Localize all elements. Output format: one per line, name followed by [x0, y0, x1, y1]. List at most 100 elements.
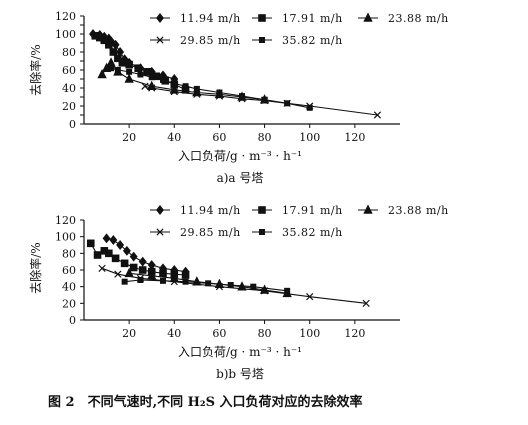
marker-square: [129, 263, 138, 272]
y-tick-label: 100: [55, 28, 76, 41]
x-tick-label: 120: [344, 327, 365, 340]
marker-square-small: [108, 65, 115, 72]
x-axis-title: 入口负荷/g · m⁻³ · h⁻¹: [178, 149, 302, 163]
marker-square: [138, 266, 147, 274]
marker-cross-b: [306, 293, 314, 301]
marker-cross-b: [98, 264, 106, 272]
y-axis-title: 去除率/%: [28, 44, 43, 95]
marker-cross-b: [141, 82, 149, 90]
legend-item: 11.94 m/h: [150, 12, 241, 25]
marker-diamond: [116, 240, 125, 250]
marker-cross-b: [156, 228, 164, 236]
marker-square-small: [137, 71, 144, 78]
marker-cross-b: [193, 90, 201, 98]
marker-cross-b: [156, 36, 164, 44]
x-tick-label: 60: [212, 327, 226, 340]
marker-square-small: [193, 85, 200, 92]
marker-square-small: [284, 100, 291, 107]
marker-diamond: [122, 245, 131, 256]
chart-a: 0 20 40 60 80 100 120 20 40 60 80 100 120 去除率/% 入口负荷/g…: [28, 10, 449, 185]
x-axis-title: 入口负荷/g · m⁻³ · h⁻¹: [178, 345, 302, 359]
legend-item: 17.91 m/h: [252, 204, 343, 217]
legend-label: 11.94 m/h: [180, 204, 241, 217]
legend-item: 29.85 m/h: [150, 34, 241, 47]
series-line: [106, 237, 186, 273]
marker-diamond: [109, 235, 118, 245]
marker-square: [93, 251, 102, 259]
x-tick-label: 80: [258, 131, 272, 144]
marker-square: [105, 249, 113, 258]
x-tick-label: 120: [344, 131, 365, 144]
y-tick-label: 120: [55, 214, 76, 227]
y-tick-label: 60: [62, 264, 76, 277]
y-tick-label: 20: [62, 297, 76, 310]
marker-square-small: [261, 96, 268, 103]
legend-label: 11.94 m/h: [180, 12, 241, 25]
series-line: [144, 85, 378, 116]
marker-square-small: [250, 283, 257, 290]
panel-caption: b)b 号塔: [216, 367, 264, 381]
marker-square-small: [216, 89, 223, 96]
legend-label: 17.91 m/h: [282, 204, 343, 217]
y-tick-label: 40: [62, 281, 76, 294]
marker-diamond: [102, 233, 111, 244]
y-axis-title: 去除率/%: [28, 242, 43, 293]
marker-square-small: [259, 229, 266, 236]
y-tick-label: 100: [55, 231, 76, 244]
marker-square-small: [114, 66, 121, 73]
marker-triangle: [124, 73, 134, 83]
marker-cross-b: [148, 84, 156, 92]
legend-label: 29.85 m/h: [180, 226, 241, 239]
panel-caption: a)a 号塔: [217, 171, 264, 185]
x-tick-label: 40: [167, 131, 181, 144]
marker-square-small: [259, 36, 266, 43]
legend-item: 11.94 m/h: [150, 204, 241, 217]
x-tick-label: 60: [212, 131, 226, 144]
marker-square-small: [137, 277, 144, 284]
legend-item: 29.85 m/h: [150, 226, 241, 239]
marker-square-small: [171, 80, 178, 87]
marker-square-small: [126, 68, 133, 75]
marker-square: [118, 58, 127, 67]
marker-square: [258, 206, 266, 214]
legend-label: 35.82 m/h: [282, 226, 343, 239]
legend-item: 35.82 m/h: [252, 34, 342, 47]
marker-cross-b: [373, 111, 382, 119]
legend-label: 29.85 m/h: [180, 34, 241, 47]
marker-square-small: [205, 280, 212, 287]
marker-square-small: [182, 83, 189, 90]
y-tick-label: 80: [62, 247, 76, 260]
x-tick-label: 80: [258, 327, 272, 340]
y-tick-label: 0: [69, 118, 76, 131]
marker-square: [143, 67, 152, 76]
y-tick-label: 80: [62, 46, 76, 59]
y-tick-label: 0: [69, 314, 76, 327]
series-line: [124, 279, 288, 292]
marker-square: [159, 269, 167, 278]
marker-square-small: [306, 104, 313, 111]
marker-square-small: [160, 76, 167, 83]
y-tick-label: 40: [62, 82, 76, 95]
marker-square: [134, 64, 142, 73]
marker-diamond: [129, 251, 138, 262]
figure-caption: 图 2 不同气速时,不同 H₂S 入口负荷对应的去除效率: [48, 394, 363, 410]
marker-square: [120, 259, 129, 268]
marker-square-small: [182, 278, 189, 285]
marker-square: [100, 36, 109, 45]
legend-label: 23.88 m/h: [388, 204, 449, 217]
legend-label: 23.88 m/h: [388, 12, 449, 25]
marker-square: [114, 54, 122, 63]
marker-diamond: [147, 260, 156, 270]
marker-triangle: [97, 68, 107, 79]
marker-triangle: [363, 12, 373, 22]
marker-diamond: [138, 256, 147, 267]
y-tick-label: 20: [62, 100, 76, 113]
marker-diamond: [156, 205, 164, 215]
marker-square-small: [239, 93, 246, 100]
marker-square: [111, 254, 120, 263]
x-tick-label: 100: [299, 327, 320, 340]
marker-square: [109, 48, 118, 56]
x-tick-label: 40: [167, 327, 181, 340]
marker-triangle: [106, 57, 116, 67]
